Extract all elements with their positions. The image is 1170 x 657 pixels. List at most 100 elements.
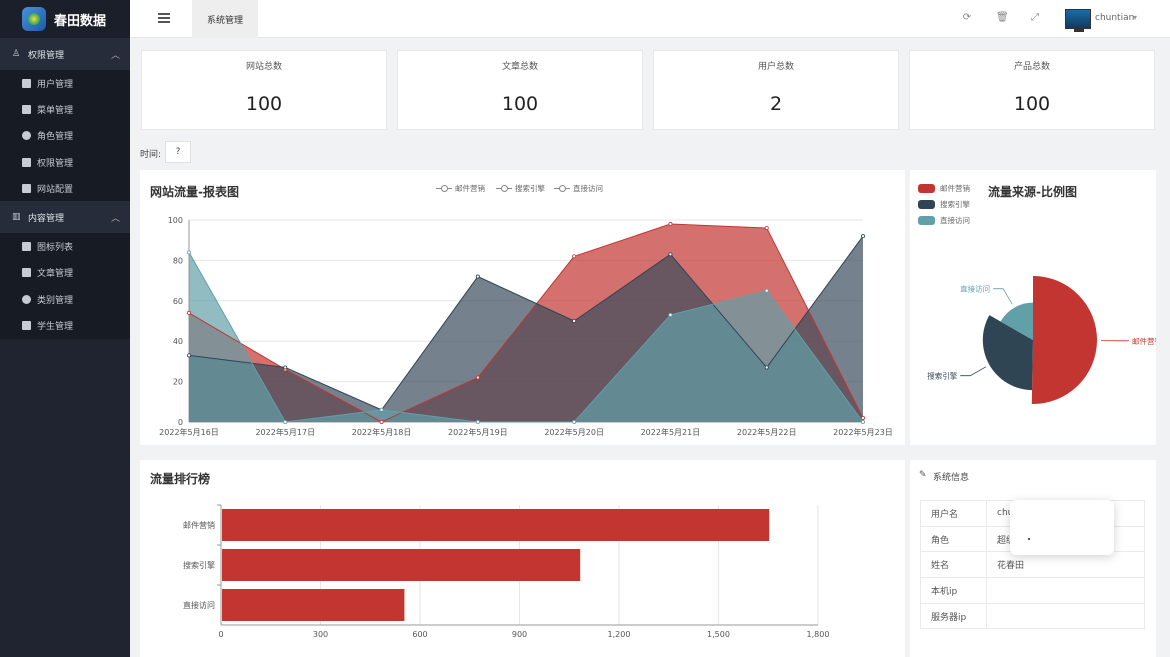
legend-direct[interactable]: 直接访问 [554,183,603,194]
sidebar-item-menus[interactable]: 菜单管理 [0,96,130,122]
user-icon: ♙ [12,49,21,59]
circle-icon [22,131,31,141]
x-tick-label: 1,800 [807,630,830,639]
pie-label: 搜索引擎 [927,371,957,381]
logo[interactable]: 春田数据 [0,0,130,38]
top-header: 系统管理 ⟳ 🗑 ⤢ chuntian ▾ [130,0,1170,38]
sidebar-item-categories[interactable]: 类别管理 [0,286,130,312]
data-point [668,252,673,257]
x-tick-label: 600 [412,630,427,639]
info-key: 服务器ip [920,602,987,630]
x-tick-label: 300 [313,630,328,639]
sidebar-item-roles[interactable]: 角色管理 [0,123,130,149]
x-tick-label: 2022年5月23日 [833,427,893,437]
data-point [187,310,192,315]
series-area [189,252,863,422]
y-tick-label: 80 [173,256,183,265]
nav-group-label: 权限管理 [28,50,65,61]
nav-group-label: 内容管理 [28,213,65,224]
sidebar-item-label: 菜单管理 [37,105,74,116]
table-row: 服务器ip [920,602,1145,630]
legend-label: 直接访问 [940,216,970,225]
time-input[interactable]: ? [165,141,191,163]
tooltip-popup [1010,500,1114,555]
data-point [283,419,288,424]
nav-list-permissions: 用户管理 菜单管理 角色管理 权限管理 网站配置 [0,70,130,202]
sidebar-item-permissions[interactable]: 权限管理 [0,149,130,175]
info-key: 姓名 [920,551,987,579]
data-point [668,222,673,227]
pie-legend-email[interactable]: 邮件营销 [918,183,970,194]
y-tick-label: 20 [173,378,183,387]
stat-card-sites: 网站总数 100 [141,50,387,130]
pie-legend-direct[interactable]: 直接访问 [918,215,970,226]
sidebar-item-icons[interactable]: 图标列表 [0,233,130,259]
legend-email[interactable]: 邮件营销 [436,183,485,194]
username[interactable]: chuntian [1095,13,1135,23]
pie-title: 流量来源-比例图 [988,185,1077,199]
sidebar-item-label: 文章管理 [37,269,74,280]
nav-group-content[interactable]: ▥ 内容管理 ︿ [0,201,130,234]
x-tick-label: 1,200 [608,630,631,639]
nav-group-permissions[interactable]: ♙ 权限管理 ︿ [0,38,130,70]
fullscreen-icon[interactable]: ⤢ [1031,12,1039,23]
sidebar-item-site-config[interactable]: 网站配置 [0,175,130,201]
legend-search[interactable]: 搜索引擎 [496,183,545,194]
menu-icon[interactable] [158,13,170,23]
data-point [475,274,480,279]
x-tick-label: 2022年5月16日 [159,427,219,437]
sidebar-item-articles[interactable]: 文章管理 [0,260,130,286]
stat-label: 用户总数 [757,62,794,72]
data-point [861,415,866,420]
legend-label: 邮件营销 [455,184,485,193]
x-tick-label: 2022年5月20日 [544,427,604,437]
y-tick-label: 40 [173,337,183,346]
trash-icon[interactable]: 🗑 [996,12,1009,23]
data-point [187,353,192,358]
info-key: 用户名 [920,500,987,527]
calculator-icon [22,268,31,278]
pie-slice [1031,276,1098,404]
bar [222,509,770,541]
sidebar-item-label: 权限管理 [37,158,74,169]
time-label: 时间: [140,150,162,160]
x-tick-label: 2022年5月17日 [255,427,315,437]
data-point [475,375,480,380]
sitemap-icon [22,183,31,193]
series-line [188,235,864,411]
sidebar: 春田数据 ♙ 权限管理 ︿ 用户管理 菜单管理 角色管理 权限管理 网站配置 ▥… [0,0,130,657]
sidebar-item-students[interactable]: 学生管理 [0,312,130,338]
data-point [668,312,673,317]
chevron-up-icon: ︿ [110,214,120,225]
stat-value: 100 [501,93,539,115]
sidebar-item-users[interactable]: 用户管理 [0,70,130,96]
pie-legend-search[interactable]: 搜索引擎 [918,199,970,210]
y-tick-label: 0 [178,418,183,427]
x-tick-label: 900 [512,630,527,639]
pie-label-line [960,366,987,377]
data-point [379,419,384,424]
stat-card-products: 产品总数 100 [909,50,1155,130]
info-key: 本机ip [920,577,987,604]
sidebar-item-label: 网站配置 [37,184,74,195]
data-point [572,254,577,259]
tab-system-management[interactable]: 系统管理 [192,0,258,38]
avatar[interactable] [1065,9,1091,32]
traffic-area-chart: 0 20 40 60 80 100 2022年5月16日 2022年5月17日 2022年5月1… [159,216,893,437]
refresh-icon[interactable]: ⟳ [962,12,972,23]
x-tick-label: 2022年5月22日 [737,427,797,437]
caret-down-icon[interactable]: ▾ [1133,13,1138,22]
table-row: 姓名 花春田 [920,551,1145,579]
legend-label: 直接访问 [573,184,603,193]
sysinfo-title: 系统信息 [933,473,970,483]
bar [222,549,581,581]
y-tick-label: 邮件营销 [183,520,215,530]
legend-label: 搜索引擎 [515,184,545,193]
sidebar-item-label: 类别管理 [37,295,74,306]
app-title: 春田数据 [54,13,107,29]
legend-label: 邮件营销 [940,184,970,193]
x-tick-label: 2022年5月18日 [352,427,412,437]
stat-card-users: 用户总数 2 [653,50,899,130]
